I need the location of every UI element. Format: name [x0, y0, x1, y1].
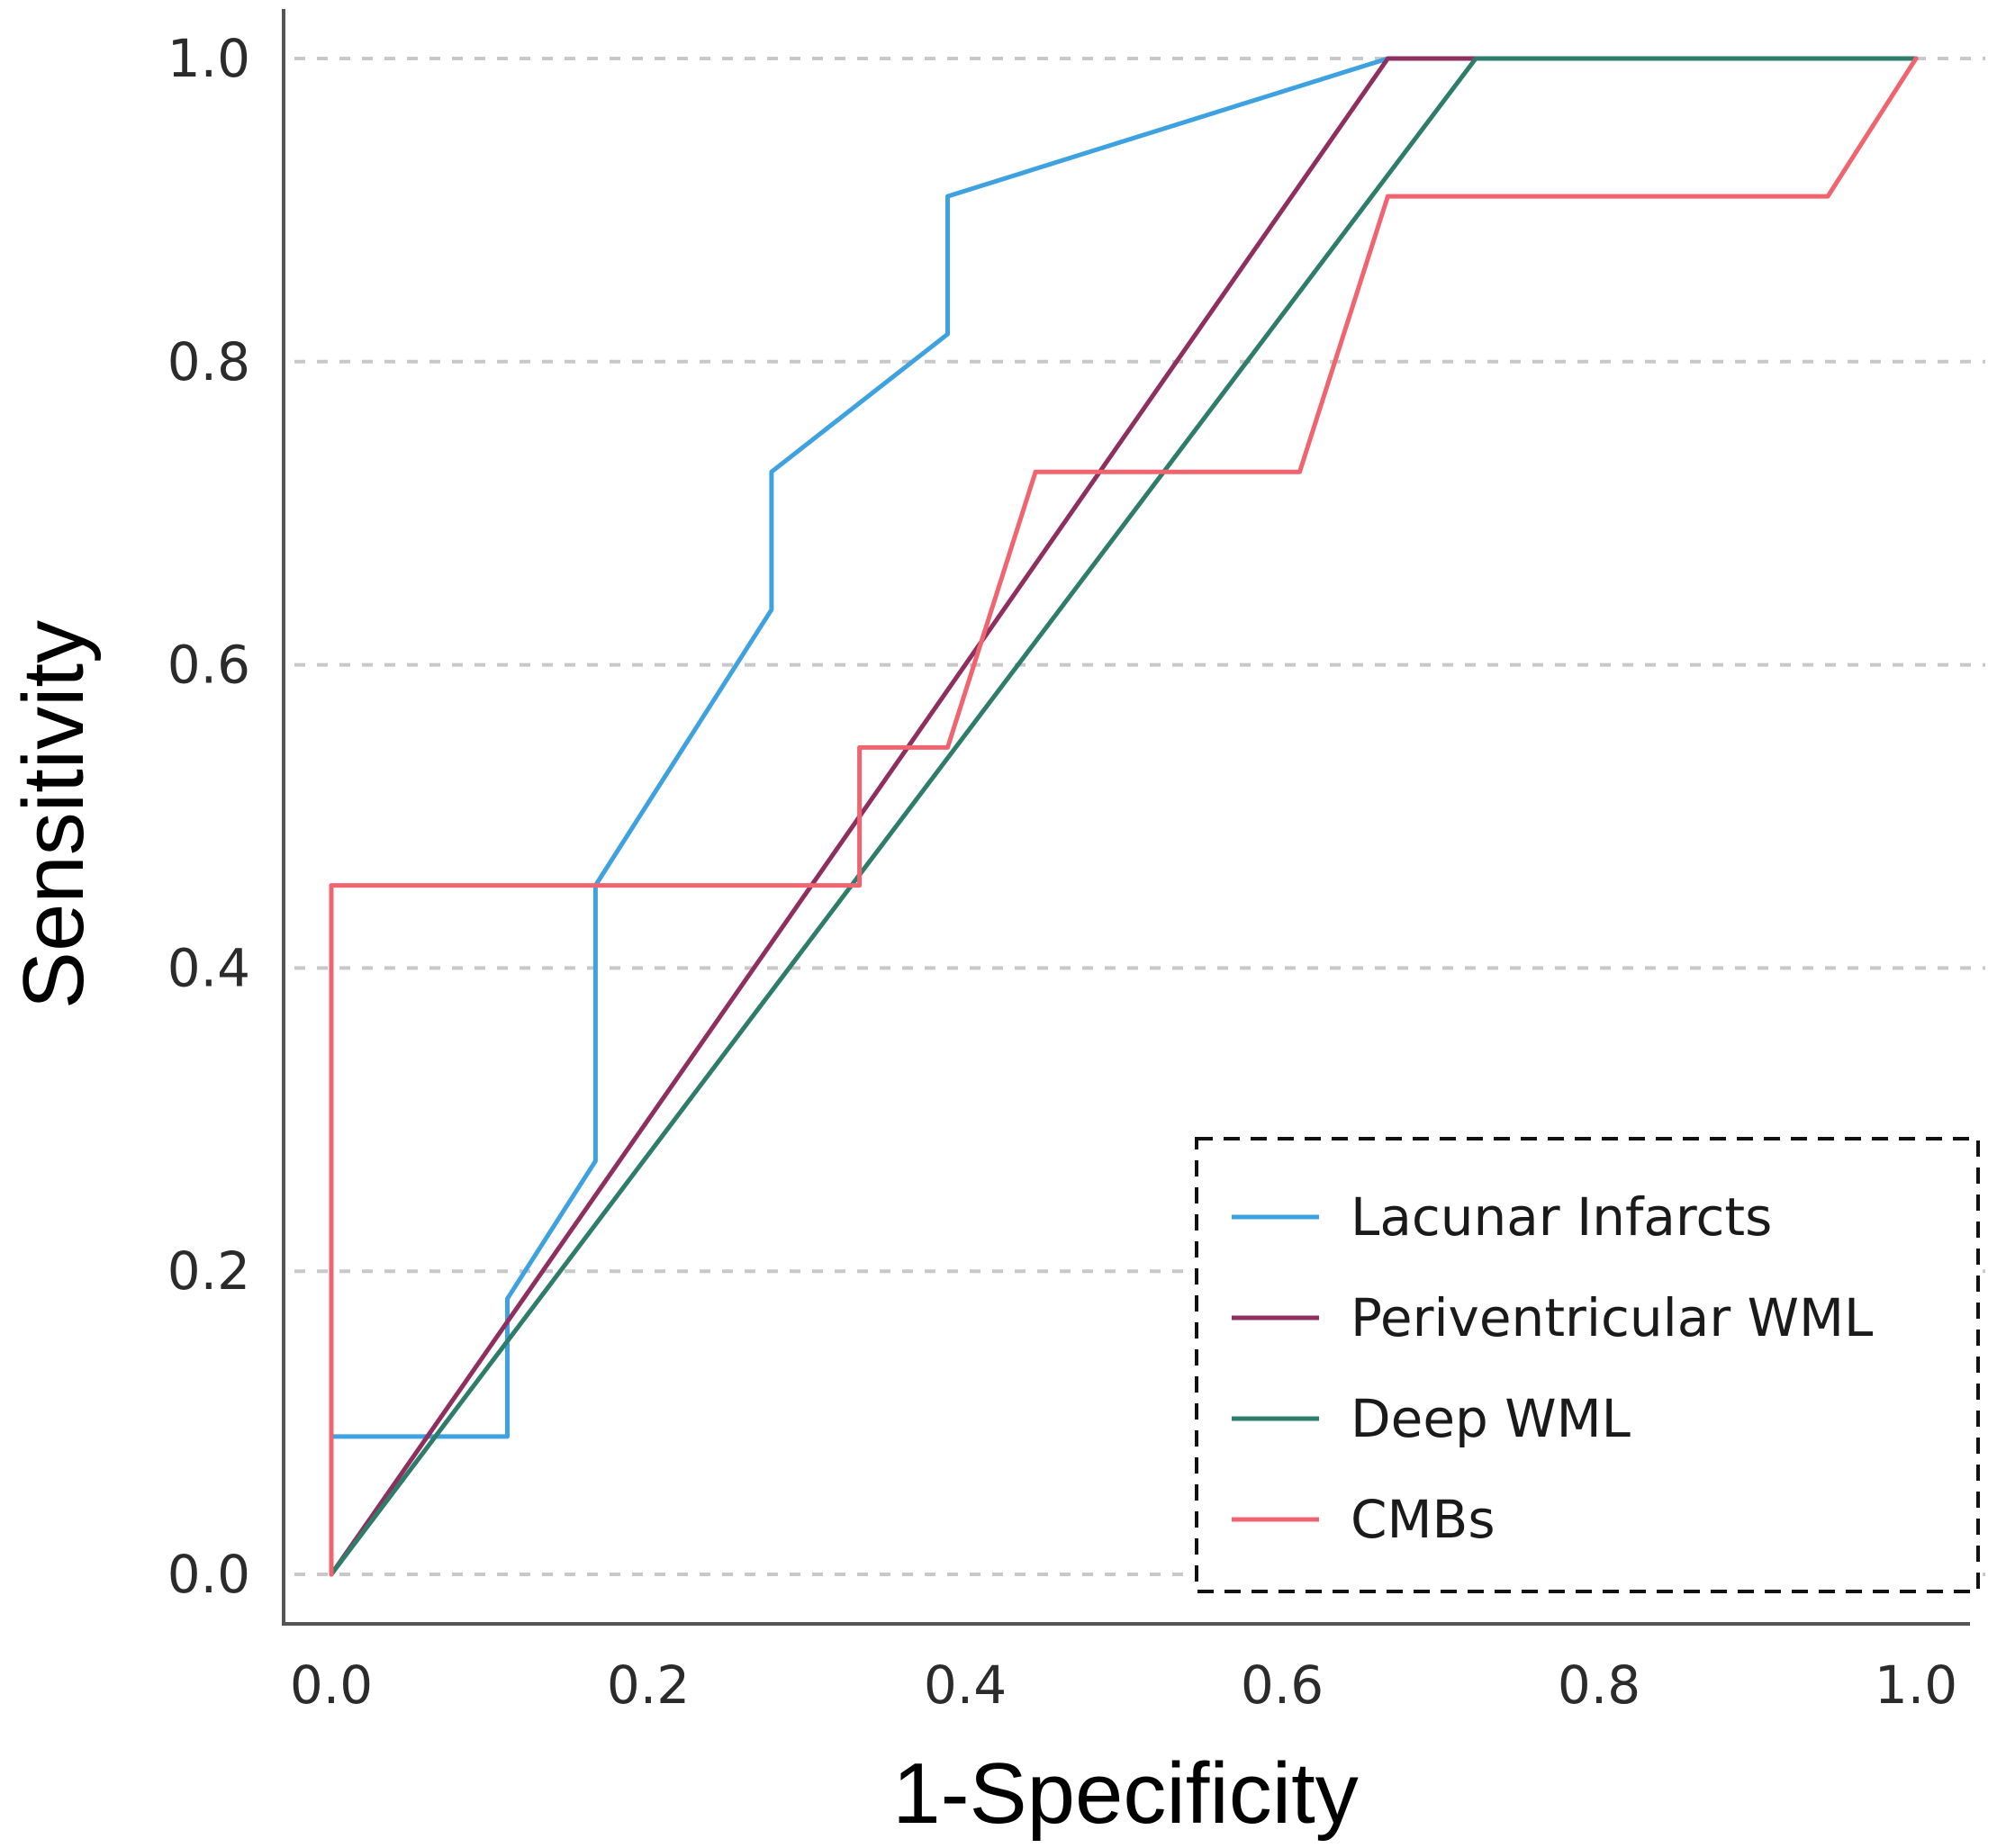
series-line-lacunar-infarcts	[329, 56, 1919, 1577]
y-tick-label: 0.6	[167, 635, 250, 696]
x-tick-label: 1.0	[1875, 1654, 1957, 1716]
y-axis-title: Sensitivity	[5, 620, 102, 1009]
x-tick-label: 0.8	[1558, 1654, 1640, 1716]
x-tick-label: 0.4	[924, 1654, 1007, 1716]
series-lines	[329, 56, 1919, 1577]
x-axis-title: 1-Specificity	[892, 1745, 1359, 1842]
legend-label: Deep WML	[1351, 1388, 1631, 1449]
legend-box	[1195, 1137, 1980, 1593]
x-tick-label: 0.6	[1241, 1654, 1324, 1716]
x-tick-label: 0.0	[290, 1654, 373, 1716]
legend: Lacunar Infarcts Periventricular WML Deep …	[1195, 1137, 1980, 1593]
y-tick-label: 0.4	[167, 937, 250, 998]
tick-labels: 0.0 0.2 0.4 0.6 0.8 1.0 0.0 0.2 0.4 0.6 0.8 1.0	[167, 28, 1957, 1716]
y-tick-label: 0.8	[167, 331, 250, 392]
y-tick-label: 0.0	[167, 1544, 250, 1605]
x-tick-label: 0.2	[607, 1654, 690, 1716]
y-tick-label: 0.2	[167, 1240, 250, 1302]
y-tick-label: 1.0	[167, 28, 250, 89]
legend-label: CMBs	[1351, 1489, 1495, 1550]
legend-label: Periventricular WML	[1351, 1287, 1873, 1348]
series-line-cmbs	[329, 56, 1919, 1577]
series-line-deep-wml	[329, 56, 1919, 1577]
axes	[282, 9, 1970, 1626]
legend-items: Lacunar Infarcts Periventricular WML Deep …	[1232, 1186, 1873, 1550]
legend-label: Lacunar Infarcts	[1351, 1186, 1772, 1248]
